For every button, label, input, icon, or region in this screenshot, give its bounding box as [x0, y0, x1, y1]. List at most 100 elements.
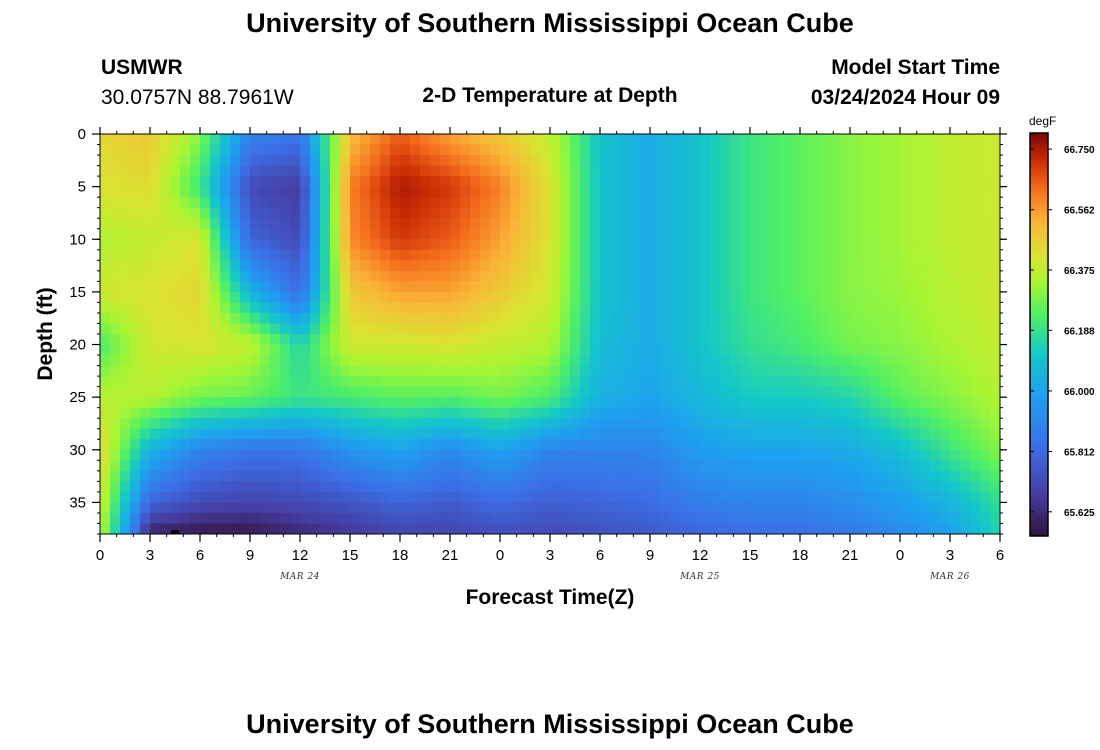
heatmap-cell — [620, 397, 631, 409]
heatmap-cell — [430, 376, 441, 388]
heatmap-cell — [450, 144, 461, 156]
heatmap-cell — [150, 165, 161, 177]
heatmap-cell — [970, 512, 981, 525]
heatmap-cell — [170, 460, 181, 472]
heatmap-cell — [160, 502, 171, 514]
heatmap-cell — [890, 176, 901, 188]
heatmap-cell — [660, 418, 671, 430]
heatmap-cell — [930, 344, 941, 356]
heatmap-cell — [860, 281, 871, 293]
heatmap-cell — [670, 470, 681, 482]
heatmap-cell — [300, 155, 311, 167]
heatmap-cell — [920, 470, 931, 482]
heatmap-cell — [550, 165, 561, 177]
heatmap-cell — [770, 281, 781, 293]
heatmap-cell — [620, 291, 631, 304]
heatmap-cell — [800, 134, 811, 146]
heatmap-cell — [150, 397, 161, 409]
heatmap-cell — [450, 355, 461, 367]
heatmap-cell — [390, 165, 401, 177]
heatmap-cell — [250, 134, 261, 146]
heatmap-cell — [990, 176, 1000, 188]
heatmap-cell — [420, 228, 431, 240]
heatmap-cell — [140, 291, 151, 304]
heatmap-cell — [220, 281, 231, 293]
heatmap-cell — [410, 460, 421, 472]
heatmap-cell — [120, 134, 131, 146]
heatmap-cell — [330, 134, 341, 146]
heatmap-cell — [860, 470, 871, 482]
heatmap-cell — [370, 176, 381, 188]
heatmap-cell — [950, 386, 961, 398]
heatmap-cell — [270, 186, 281, 198]
heatmap-cell — [160, 376, 171, 388]
heatmap-cell — [710, 270, 721, 282]
heatmap-cell — [430, 418, 441, 430]
heatmap-cell — [280, 207, 291, 219]
heatmap-cell — [650, 376, 661, 388]
heatmap-cell — [520, 481, 531, 493]
heatmap-cell — [820, 407, 831, 419]
heatmap-cell — [390, 344, 401, 356]
heatmap-cell — [800, 228, 811, 240]
heatmap-cell — [330, 376, 341, 388]
heatmap-cell — [190, 197, 201, 209]
heatmap-cell — [420, 449, 431, 461]
heatmap-cell — [700, 491, 711, 504]
heatmap-cell — [190, 355, 201, 367]
heatmap-cell — [360, 270, 371, 282]
heatmap-cell — [750, 355, 761, 367]
heatmap-cell — [350, 281, 361, 293]
heatmap-cell — [730, 449, 741, 461]
heatmap-cell — [530, 449, 541, 461]
heatmap-cell — [750, 460, 761, 472]
heatmap-cell — [400, 439, 411, 451]
colorbar-tick-label: 66.562 — [1064, 206, 1095, 217]
heatmap-cell — [320, 176, 331, 188]
heatmap-cell — [260, 491, 271, 504]
heatmap-cell — [740, 491, 751, 504]
heatmap-cell — [310, 218, 321, 230]
heatmap-cell — [470, 176, 481, 188]
heatmap-cell — [660, 523, 671, 534]
heatmap-cell — [110, 334, 121, 346]
heatmap-cell — [170, 355, 181, 367]
heatmap-cell — [260, 397, 271, 409]
heatmap-cell — [420, 512, 431, 525]
heatmap-cell — [600, 228, 611, 240]
heatmap-cell — [200, 218, 211, 230]
heatmap-cell — [230, 376, 241, 388]
heatmap-cell — [720, 439, 731, 451]
heatmap-cell — [230, 334, 241, 346]
heatmap-cell — [940, 134, 951, 146]
heatmap-cell — [820, 323, 831, 335]
heatmap-cell — [700, 376, 711, 388]
heatmap-cell — [300, 260, 311, 272]
heatmap-cell — [970, 481, 981, 493]
heatmap-cell — [670, 144, 681, 156]
heatmap-cell — [340, 239, 351, 251]
heatmap-cell — [820, 512, 831, 525]
heatmap-cell — [270, 228, 281, 240]
heatmap-cell — [660, 376, 671, 388]
heatmap-cell — [900, 155, 911, 167]
heatmap-cell — [540, 312, 551, 325]
heatmap-cell — [720, 512, 731, 525]
heatmap-cell — [980, 270, 991, 282]
heatmap-cell — [780, 207, 791, 219]
heatmap-cell — [180, 481, 191, 493]
heatmap-cell — [220, 449, 231, 461]
heatmap-cell — [260, 134, 271, 146]
heatmap-cell — [210, 239, 221, 251]
heatmap-cell — [820, 228, 831, 240]
y-tick-label: 35 — [69, 494, 86, 511]
heatmap-cell — [690, 418, 701, 430]
heatmap-cell — [670, 491, 681, 504]
heatmap-cell — [760, 491, 771, 504]
heatmap-cell — [720, 134, 731, 146]
heatmap-cell — [320, 418, 331, 430]
heatmap-cell — [670, 355, 681, 367]
heatmap-cell — [680, 291, 691, 304]
heatmap-cell — [580, 249, 591, 261]
heatmap-cell — [800, 344, 811, 356]
